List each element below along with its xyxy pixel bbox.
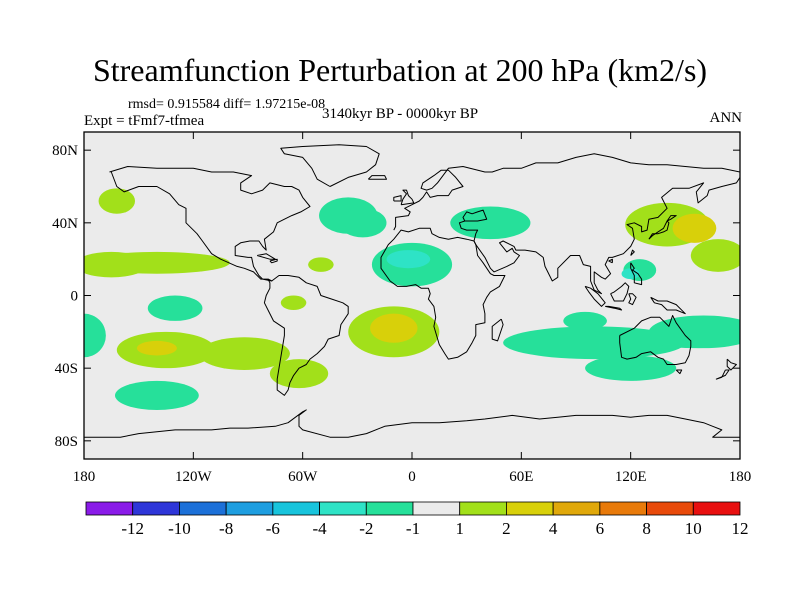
colorbar-label: 10: [685, 519, 702, 538]
coastline-3: [393, 153, 740, 231]
coastline-8: [367, 175, 387, 180]
colorbar-swatch-13: [692, 501, 741, 516]
coastline-19: [619, 315, 692, 365]
colorbar-label: 4: [549, 519, 558, 538]
anomaly-blob-10: [672, 213, 717, 243]
anomaly-blob-5: [84, 251, 148, 278]
anomaly-blob-21: [648, 330, 740, 349]
anomaly-blob-8: [386, 250, 431, 269]
coastline-0: [109, 166, 311, 282]
colorbar-swatch-7: [412, 501, 461, 516]
coastline-9: [648, 220, 670, 240]
colorbar-swatch-0: [85, 501, 134, 516]
x-tick-label: 60E: [509, 469, 533, 485]
colorbar-swatch-4: [272, 501, 320, 516]
colorbar-label: -8: [219, 519, 233, 538]
coastline-24: [256, 253, 276, 260]
stats-subtitle: rmsd= 0.915584 diff= 1.97215e-08: [128, 97, 326, 112]
coastline-7: [393, 195, 402, 202]
colorbar-swatch-3: [225, 501, 274, 516]
anomaly-blob-28: [114, 380, 199, 410]
x-tick-label: 120W: [175, 469, 213, 485]
coastline-14: [584, 285, 606, 307]
coastline-17: [628, 293, 637, 306]
anomaly-blob-13: [621, 268, 640, 280]
colorbar-label: 12: [732, 519, 749, 538]
coastline-26: [84, 409, 740, 438]
colorbar-swatch-1: [132, 501, 180, 516]
coastline-21: [726, 358, 737, 371]
colorbar-label: -10: [168, 519, 191, 538]
colorbar-label: -2: [359, 519, 373, 538]
coastline-22: [715, 369, 730, 380]
colorbar-label: -12: [121, 519, 144, 538]
map-axes: 180 120W 60W 0 60E 120E 180 80N 40N 0 40S 80S: [52, 132, 751, 485]
x-tick-label: 0: [408, 469, 416, 485]
colorbar-label: 1: [455, 519, 464, 538]
anomaly-fields: [84, 188, 740, 410]
anomaly-blob-27: [269, 359, 329, 389]
colorbar-swatch-9: [506, 501, 554, 516]
coastline-4: [458, 177, 740, 295]
coastline-11: [630, 249, 635, 256]
coastline-12: [608, 258, 613, 264]
colorbar-label: -1: [406, 519, 420, 538]
chart-title: Streamfunction Perturbation at 200 hPa (…: [92, 52, 708, 88]
colorbar-label: 6: [596, 519, 605, 538]
y-tick-label: 0: [71, 289, 79, 305]
period-subtitle: 3140kyr BP - 0000kyr BP: [322, 106, 479, 122]
coastline-10: [666, 215, 677, 222]
colorbar-swatch-5: [319, 501, 367, 516]
anomaly-blob-6: [308, 257, 334, 272]
anomaly-blob-18: [563, 311, 607, 331]
y-tick-label: 80S: [55, 434, 78, 450]
coastline-6: [400, 189, 415, 206]
coastline-13: [630, 262, 643, 286]
season-subtitle: ANN: [709, 110, 743, 126]
coastline-16: [610, 282, 630, 302]
anomaly-blob-2: [339, 208, 387, 238]
x-tick-label: 180: [73, 469, 96, 485]
colorbar-swatch-2: [179, 501, 227, 516]
colorbar-label: 2: [502, 519, 511, 538]
y-tick-label: 40N: [52, 216, 78, 232]
colorbar-swatch-6: [365, 501, 414, 516]
y-tick-label: 40S: [55, 361, 78, 377]
colorbar-swatch-10: [552, 501, 601, 516]
x-tick-label: 120E: [615, 469, 647, 485]
anomaly-blob-15: [280, 295, 307, 311]
anomaly-blob-22: [585, 355, 677, 381]
coastline-18: [650, 296, 686, 315]
anomaly-blob-3: [450, 206, 531, 240]
anomaly-blob-11: [690, 239, 740, 272]
colorbar-label: 8: [642, 519, 651, 538]
coastline-5: [380, 227, 506, 360]
map-background: [84, 132, 740, 459]
colorbar-swatch-8: [459, 501, 507, 516]
colorbar-label: -6: [266, 519, 280, 538]
anomaly-blob-19: [503, 326, 686, 360]
coastline-2: [280, 144, 380, 187]
coastline-1: [263, 275, 349, 396]
x-tick-label: 60W: [288, 469, 318, 485]
y-tick-label: 80N: [52, 143, 78, 159]
anomaly-blob-14: [147, 295, 203, 321]
anomaly-blob-17: [370, 313, 418, 343]
coastline-25: [491, 318, 504, 342]
anomaly-blob-26: [136, 340, 177, 356]
experiment-subtitle: Expt = tFmf7-tfmea: [84, 113, 205, 129]
colorbar-swatch-11: [599, 501, 647, 516]
anomaly-blob-23: [84, 313, 106, 358]
colorbar: -12 -10 -8 -6 -4 -2 -1 1 2 4 6 8 10 12: [85, 501, 749, 538]
coastline-20: [675, 369, 683, 375]
anomaly-blob-0: [98, 188, 136, 214]
coastline-15: [605, 305, 623, 311]
colorbar-swatch-12: [646, 501, 694, 516]
coastline-23: [269, 258, 278, 264]
x-tick-label: 180: [729, 469, 752, 485]
colorbar-label: -4: [312, 519, 327, 538]
coastlines: [84, 144, 740, 438]
anomaly-blob-25: [198, 337, 290, 370]
